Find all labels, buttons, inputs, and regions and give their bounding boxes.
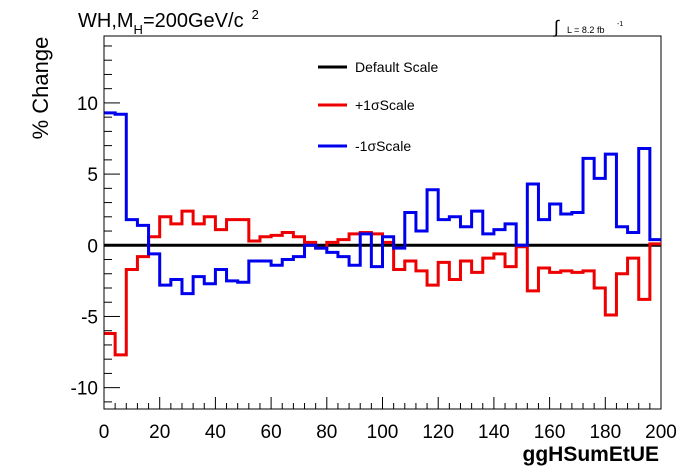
y-tick-label: -5 xyxy=(81,307,98,328)
x-tick-label: 200 xyxy=(645,422,677,443)
x-tick-label: 120 xyxy=(422,422,454,443)
legend-label: -1σScale xyxy=(355,138,411,154)
y-axis-label: % Change xyxy=(28,37,53,140)
x-tick-label: 180 xyxy=(589,422,621,443)
legend: Default Scale +1σScale -1σScale xyxy=(318,59,438,154)
x-tick-label: 20 xyxy=(149,422,170,443)
axes-layer: 0 20 40 60 80 100 120 140 160 180 200 -10 -5 0 5 10 xyxy=(71,36,677,443)
title-rest: =200GeV/c xyxy=(143,10,244,32)
y-tick-label: 5 xyxy=(87,165,98,186)
x-tick-label: 40 xyxy=(205,422,226,443)
x-tick-label: 140 xyxy=(478,422,510,443)
legend-label: Default Scale xyxy=(355,59,438,75)
x-tick-label: 60 xyxy=(261,422,282,443)
luminosity-label: ∫ L = 8.2 fb -1 xyxy=(552,17,623,37)
lumi-superscript: -1 xyxy=(617,21,623,28)
x-axis-label: ggHSumEtUE xyxy=(523,443,660,466)
series-layer xyxy=(104,111,661,357)
series-line-minus-1sigma xyxy=(104,111,661,296)
title-superscript: 2 xyxy=(252,7,259,22)
legend-label: +1σScale xyxy=(355,97,415,113)
x-tick-label: 80 xyxy=(316,422,337,443)
y-tick-label: 10 xyxy=(77,94,98,115)
lumi-text: L = 8.2 fb xyxy=(567,25,604,35)
title-main: WH,M xyxy=(78,10,134,32)
x-tick-label: 100 xyxy=(367,422,399,443)
plot-frame xyxy=(103,35,662,410)
x-tick-label: 160 xyxy=(534,422,566,443)
y-tick-label: -10 xyxy=(71,379,98,400)
integral-symbol: ∫ xyxy=(552,17,560,37)
chart-title: WH,MH=200GeV/c 2 xyxy=(78,7,259,37)
x-tick-label: 0 xyxy=(99,422,110,443)
y-tick-label: 0 xyxy=(87,236,98,257)
svg-text:WH,MH=200GeV/c2: WH,MH=200GeV/c 2 xyxy=(78,7,259,37)
series-line-plus-1sigma xyxy=(104,209,661,357)
title-subscript: H xyxy=(134,22,143,37)
